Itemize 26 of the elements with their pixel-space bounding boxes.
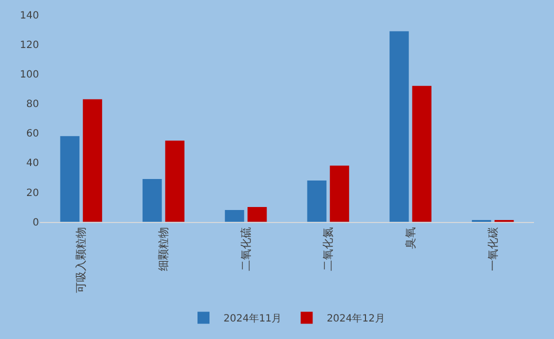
y-tick-label: 60 <box>26 128 39 140</box>
x-tick-label: 二氧化氮 <box>322 227 335 272</box>
bar <box>330 166 350 222</box>
x-tick-label: 细颗粒物 <box>157 227 170 272</box>
y-tick-label: 40 <box>26 158 39 170</box>
bar <box>142 178 162 222</box>
bar <box>390 31 409 222</box>
legend-label: 2024年12月 <box>326 312 385 325</box>
bar <box>82 99 102 222</box>
bar <box>60 136 80 222</box>
x-tick-label: 二氧化硫 <box>239 227 252 272</box>
x-tick-label: 可吸入颗粒物 <box>74 227 88 294</box>
bar <box>412 86 432 222</box>
y-tick-label: 80 <box>26 99 39 110</box>
y-tick-label: 0 <box>32 217 39 228</box>
bar <box>307 180 326 222</box>
x-tick-label: 一氧化碳 <box>486 227 500 272</box>
y-tick-label: 100 <box>20 70 39 81</box>
x-tick-label: 臭氧 <box>404 227 418 250</box>
bar <box>224 210 244 222</box>
bar <box>248 207 267 222</box>
legend-label: 2024年11月 <box>224 312 282 325</box>
y-tick-label: 120 <box>20 40 39 52</box>
y-tick-label: 20 <box>26 188 39 199</box>
y-tick-label: 140 <box>20 10 39 22</box>
bar <box>165 140 184 222</box>
